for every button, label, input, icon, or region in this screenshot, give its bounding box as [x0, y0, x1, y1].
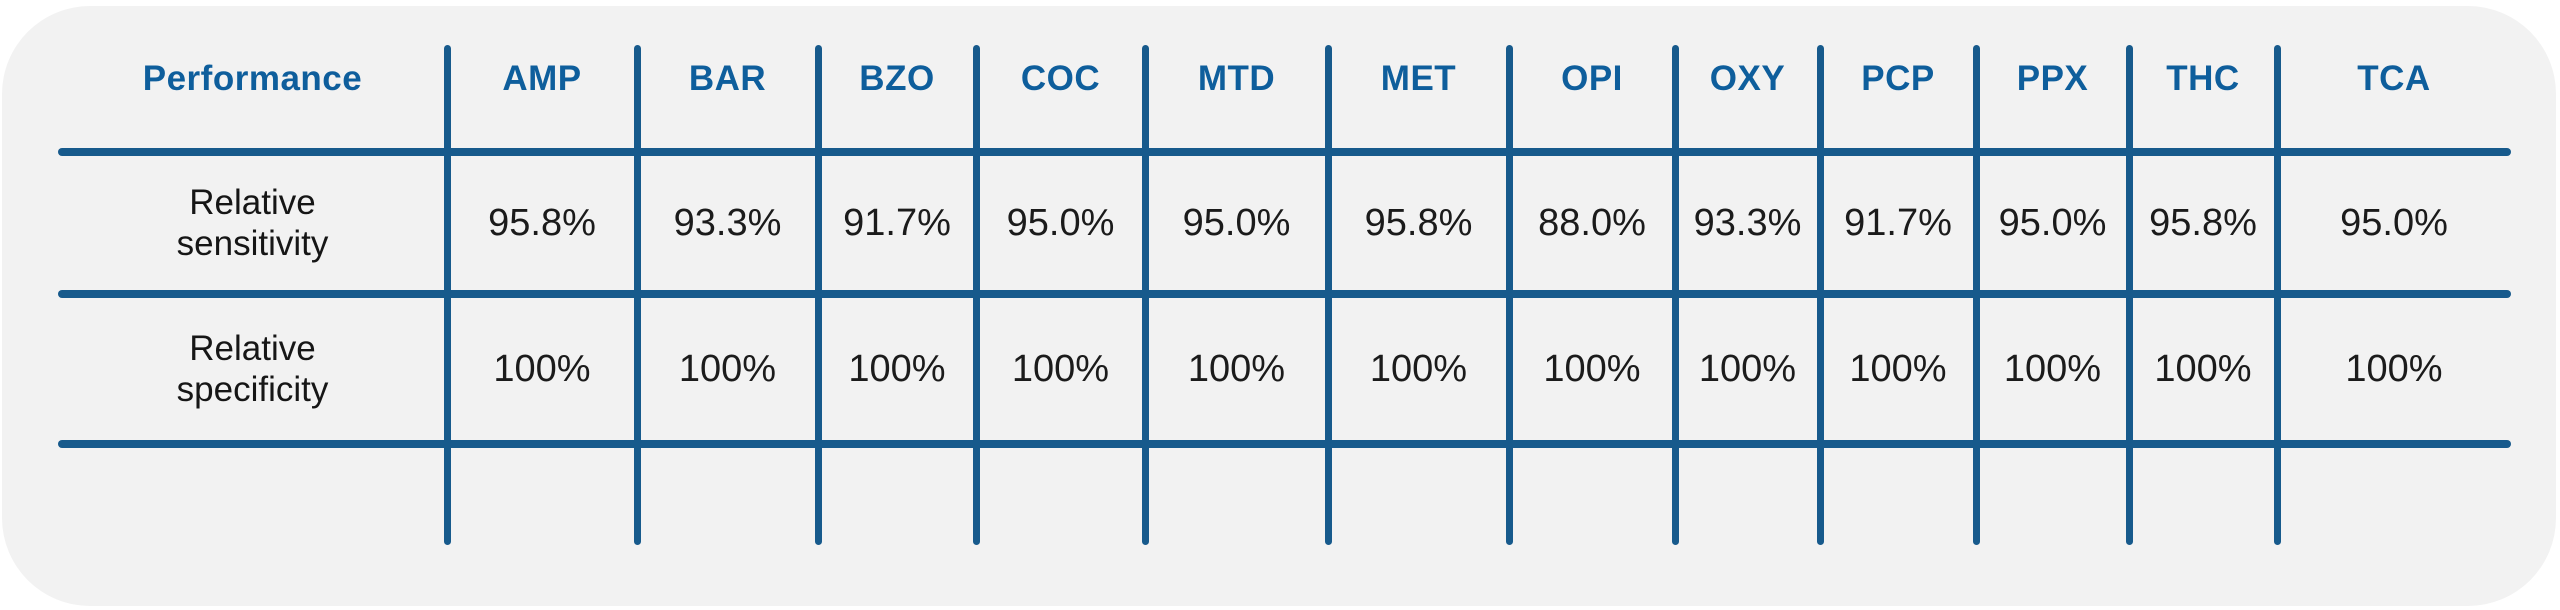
horizontal-gridline-0	[58, 148, 2511, 156]
col-header-pcp: PCP	[1861, 59, 1935, 98]
value-cell-1-oxy: 100%	[1698, 347, 1797, 390]
col-header-mtd: MTD	[1197, 59, 1276, 98]
col-header-coc: COC	[1020, 59, 1101, 98]
value-cell-1-bar: 100%	[678, 347, 777, 390]
table-card: Performance AMP BAR BZO COC MTD MET OPI OXY PCP PP…	[2, 6, 2556, 606]
value-cell-1-opi: 100%	[1543, 347, 1641, 390]
value-cell-1-ppx: 100%	[2003, 347, 2102, 390]
row-label-0: Relative sensitivity	[176, 183, 329, 263]
value-cell-1-coc: 100%	[1011, 347, 1110, 390]
vertical-gridline-11	[2273, 45, 2281, 545]
vertical-gridline-0	[443, 45, 451, 545]
value-cell-0-mtd: 95.0%	[1182, 201, 1291, 244]
value-cell-0-ppx: 95.0%	[1998, 201, 2107, 244]
value-cell-0-bzo: 91.7%	[843, 201, 951, 244]
horizontal-gridline-2	[58, 440, 2511, 448]
col-header-oxy: OXY	[1709, 59, 1786, 98]
value-cell-1-pcp: 100%	[1849, 347, 1947, 390]
vertical-gridline-1	[633, 45, 641, 545]
vertical-gridline-8	[1816, 45, 1824, 545]
col-header-bzo: BZO	[859, 59, 935, 98]
value-cell-1-tca: 100%	[2345, 347, 2443, 390]
value-cell-0-opi: 88.0%	[1538, 201, 1646, 244]
value-cell-0-tca: 95.0%	[2340, 201, 2448, 244]
value-cell-1-amp: 100%	[493, 347, 591, 390]
vertical-gridline-3	[972, 45, 980, 545]
col-header-bar: BAR	[688, 59, 767, 98]
col-header-performance: Performance	[142, 59, 363, 98]
vertical-gridline-5	[1324, 45, 1332, 545]
col-header-amp: AMP	[502, 59, 582, 98]
col-header-met: MET	[1380, 59, 1457, 98]
value-cell-1-mtd: 100%	[1187, 347, 1286, 390]
col-header-tca: TCA	[2357, 59, 2431, 98]
value-cell-0-met: 95.8%	[1364, 201, 1473, 244]
vertical-gridline-6	[1505, 45, 1513, 545]
value-cell-1-bzo: 100%	[848, 347, 946, 390]
col-header-ppx: PPX	[2016, 59, 2089, 98]
value-cell-0-amp: 95.8%	[488, 201, 596, 244]
value-cell-0-pcp: 91.7%	[1844, 201, 1952, 244]
horizontal-gridline-1	[58, 290, 2511, 298]
col-header-opi: OPI	[1561, 59, 1623, 98]
row-label-1: Relative specificity	[176, 329, 329, 409]
vertical-gridline-10	[2125, 45, 2133, 545]
value-cell-1-thc: 100%	[2154, 347, 2252, 390]
value-cell-0-bar: 93.3%	[673, 201, 782, 244]
vertical-gridline-2	[814, 45, 822, 545]
vertical-gridline-9	[1972, 45, 1980, 545]
value-cell-0-coc: 95.0%	[1006, 201, 1115, 244]
vertical-gridline-4	[1141, 45, 1149, 545]
col-header-thc: THC	[2166, 59, 2240, 98]
value-cell-0-oxy: 93.3%	[1693, 201, 1802, 244]
value-cell-0-thc: 95.8%	[2149, 201, 2257, 244]
value-cell-1-met: 100%	[1369, 347, 1468, 390]
vertical-gridline-7	[1671, 45, 1679, 545]
